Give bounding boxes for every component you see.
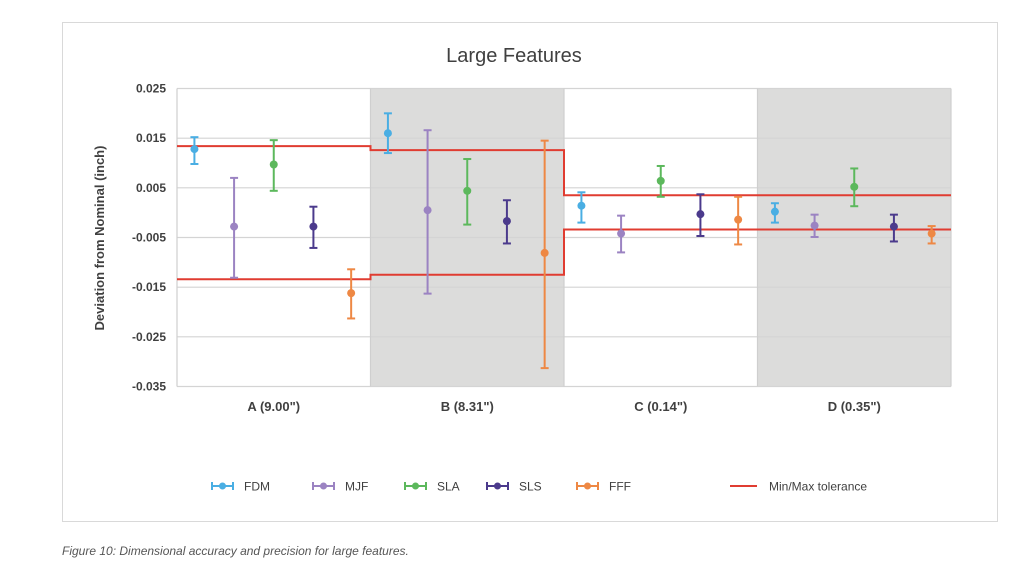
error-bar-fdm bbox=[190, 136, 199, 165]
legend-mjf-label: MJF bbox=[345, 480, 368, 494]
error-bar-sla bbox=[463, 158, 472, 226]
legend-sls-marker bbox=[494, 482, 501, 490]
data-point bbox=[577, 201, 586, 210]
data-point bbox=[502, 217, 511, 226]
x-tick-label: C (0.14") bbox=[634, 399, 687, 414]
error-bar-sla bbox=[269, 139, 278, 192]
data-point bbox=[850, 182, 859, 191]
legend-sla-marker bbox=[412, 482, 419, 490]
x-tick-label: D (0.35") bbox=[828, 399, 881, 414]
y-tick-label: 0.005 bbox=[136, 181, 166, 195]
y-tick-label: 0.025 bbox=[136, 82, 166, 96]
data-point bbox=[734, 215, 743, 224]
y-tick-label: -0.025 bbox=[132, 330, 166, 344]
data-point bbox=[423, 206, 432, 215]
data-point bbox=[540, 248, 549, 257]
y-tick-label: -0.005 bbox=[132, 231, 166, 245]
data-point bbox=[617, 229, 626, 238]
error-bar-mjf bbox=[810, 213, 819, 239]
error-bar-mjf bbox=[230, 176, 239, 279]
error-bar-mjf bbox=[617, 214, 626, 254]
data-point bbox=[347, 289, 356, 298]
error-bar-sls bbox=[696, 193, 705, 238]
legend-sla-label: SLA bbox=[437, 480, 460, 494]
x-tick-label: A (9.00") bbox=[247, 399, 300, 414]
legend-mjf-marker bbox=[320, 482, 327, 490]
x-tick-label: B (8.31") bbox=[441, 399, 494, 414]
error-bar-fff bbox=[734, 195, 743, 246]
data-point bbox=[927, 229, 936, 238]
error-bar-fff bbox=[347, 268, 356, 320]
tolerance-max-line bbox=[177, 145, 951, 197]
error-bar-sla bbox=[656, 164, 665, 198]
data-point bbox=[230, 222, 239, 231]
chart-title: Large Features bbox=[446, 45, 582, 67]
legend-fff-marker bbox=[584, 482, 591, 490]
data-point bbox=[463, 186, 472, 195]
error-bar-mjf bbox=[423, 129, 432, 295]
legend-tolerance-label: Min/Max tolerance bbox=[769, 480, 867, 494]
error-bar-fff bbox=[927, 225, 936, 245]
y-axis-label: Deviation from Nominal (inch) bbox=[92, 146, 107, 331]
y-tick-label: -0.015 bbox=[132, 280, 166, 294]
error-bar-fdm bbox=[577, 191, 586, 224]
error-bar-sls bbox=[889, 213, 898, 243]
legend-fff-label: FFF bbox=[609, 480, 631, 494]
error-bar-sls bbox=[309, 205, 318, 249]
data-point bbox=[810, 221, 819, 230]
data-point bbox=[383, 129, 392, 138]
error-bar-fdm bbox=[383, 112, 392, 155]
data-point bbox=[889, 222, 898, 231]
legend-fdm-marker bbox=[219, 482, 226, 490]
data-point bbox=[696, 210, 705, 219]
legend-sls-label: SLS bbox=[519, 480, 542, 494]
data-point bbox=[269, 160, 278, 169]
error-bar-sla bbox=[850, 167, 859, 208]
tolerance-min-line bbox=[177, 228, 951, 281]
data-point bbox=[770, 207, 779, 216]
data-point bbox=[309, 222, 318, 231]
error-bar-fff bbox=[540, 139, 549, 370]
legend-fdm-label: FDM bbox=[244, 480, 270, 494]
error-bar-sls bbox=[502, 199, 511, 245]
y-tick-label: -0.035 bbox=[132, 380, 166, 394]
data-point bbox=[656, 176, 665, 185]
data-point bbox=[190, 145, 199, 154]
y-tick-label: 0.015 bbox=[136, 131, 166, 145]
error-bar-fdm bbox=[770, 202, 779, 224]
figure-caption: Figure 10: Dimensional accuracy and prec… bbox=[62, 544, 409, 558]
